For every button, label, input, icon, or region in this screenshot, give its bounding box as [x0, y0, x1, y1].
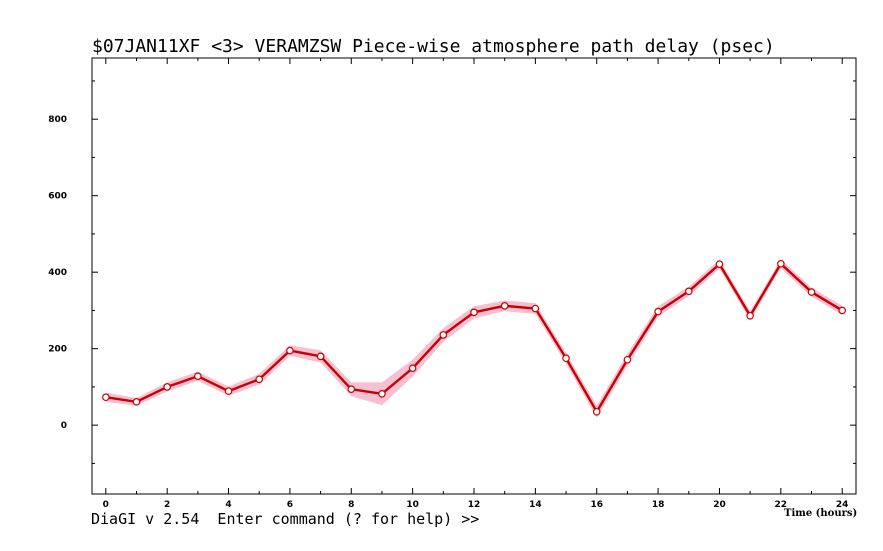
data-point [654, 307, 662, 316]
command-prompt[interactable]: DiaGI v 2.54 Enter command (? for help) … [91, 510, 480, 528]
x-tick-label: 2 [164, 500, 170, 510]
x-tick-label: 24 [836, 500, 849, 510]
data-point [408, 364, 417, 372]
x-tick-label: 14 [529, 500, 542, 510]
x-tick-label: 0 [103, 500, 109, 510]
y-tick-label: 0 [61, 421, 67, 431]
data-point [777, 259, 785, 268]
data-point [224, 387, 233, 395]
data-point [255, 375, 264, 384]
x-tick-label: 6 [287, 500, 293, 510]
data-point [439, 331, 448, 339]
x-tick-label: 18 [652, 500, 665, 510]
y-tick-label: 600 [48, 192, 67, 202]
data-point [592, 407, 601, 416]
data-point [163, 383, 171, 391]
data-point [132, 398, 141, 406]
x-tick-label: 22 [775, 500, 788, 510]
y-tick-label: 800 [48, 115, 67, 125]
x-tick-label: 12 [468, 500, 481, 510]
data-point [316, 352, 325, 361]
x-axis-label: Time (hours) [784, 508, 857, 519]
data-point [347, 385, 356, 394]
data-point [623, 355, 632, 364]
data-point [286, 346, 294, 355]
data-point [715, 260, 724, 268]
y-tick-label: 400 [48, 268, 67, 278]
data-point [531, 304, 540, 313]
data-point [470, 308, 478, 317]
x-tick-label: 10 [406, 500, 419, 510]
data-point [684, 287, 693, 296]
x-tick-label: 20 [713, 500, 726, 510]
x-tick-label: 16 [590, 500, 603, 510]
x-tick-label: 8 [348, 500, 354, 510]
series-delay [102, 259, 846, 416]
data-point [807, 288, 816, 296]
data-point [378, 389, 386, 398]
data-point [102, 393, 110, 402]
data-point [500, 302, 509, 310]
data-point [838, 306, 846, 315]
data-point [746, 311, 754, 320]
plot-frame [91, 57, 857, 495]
data-point [194, 372, 202, 381]
x-tick-label: 4 [225, 500, 231, 510]
data-point [562, 354, 570, 363]
y-tick-label: 200 [48, 345, 67, 355]
chart-title: $07JAN11XF <3> VERAMZSW Piece-wise atmos… [92, 36, 775, 57]
